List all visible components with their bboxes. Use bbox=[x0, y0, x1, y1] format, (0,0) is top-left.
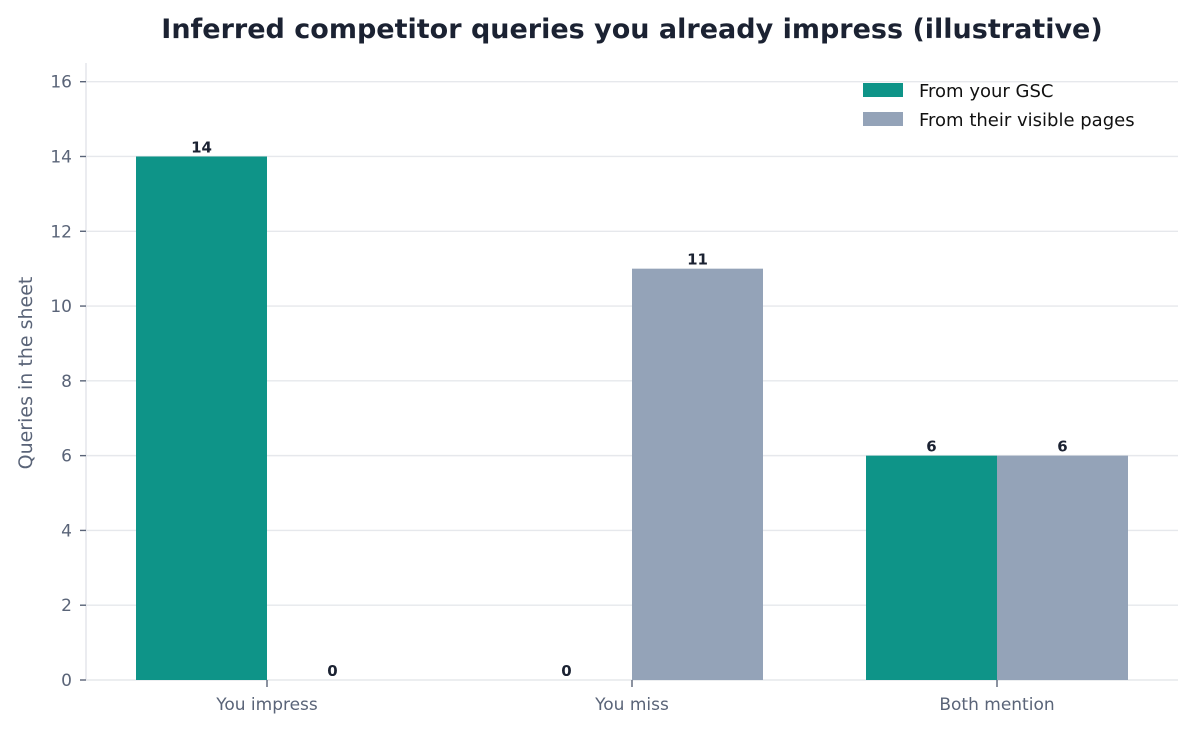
data-label-from-your-gsc-you-miss: 0 bbox=[561, 662, 571, 680]
x-tick-label-you-miss: You miss bbox=[594, 695, 669, 715]
chart-title: Inferred competitor queries you already … bbox=[161, 14, 1102, 45]
bar-from-your-gsc-both-mention bbox=[866, 455, 997, 680]
legend-swatch-from-your-gsc bbox=[863, 83, 903, 97]
bars bbox=[136, 156, 1128, 680]
data-label-from-your-gsc-both-mention: 6 bbox=[926, 438, 936, 456]
legend-label-from-their-visible-pages: From their visible pages bbox=[919, 110, 1135, 131]
y-tick-label: 14 bbox=[50, 147, 72, 167]
data-label-from-your-gsc-you-impress: 14 bbox=[191, 138, 212, 156]
data-label-from-their-visible-pages-both-mention: 6 bbox=[1057, 438, 1067, 456]
y-tick-label: 12 bbox=[50, 222, 72, 242]
y-tick-label: 4 bbox=[61, 521, 72, 541]
bar-from-your-gsc-you-impress bbox=[136, 156, 267, 680]
y-tick-label: 2 bbox=[61, 596, 72, 616]
legend-swatch-from-their-visible-pages bbox=[863, 112, 903, 126]
data-label-from-their-visible-pages-you-miss: 11 bbox=[687, 251, 708, 269]
bar-from-their-visible-pages-both-mention bbox=[997, 455, 1128, 680]
bar-from-their-visible-pages-you-miss bbox=[632, 268, 763, 680]
legend-label-from-your-gsc: From your GSC bbox=[919, 81, 1053, 102]
tick-labels: 0 2 4 6 8 10 12 14 16 You impress You miss Both men… bbox=[50, 73, 1054, 715]
y-tick-label: 0 bbox=[61, 671, 72, 691]
x-tick-label-you-impress: You impress bbox=[215, 695, 318, 715]
y-tick-label: 16 bbox=[50, 73, 72, 93]
y-tick-label: 6 bbox=[61, 447, 72, 467]
y-tick-label: 8 bbox=[61, 372, 72, 392]
x-tick-label-both-mention: Both mention bbox=[939, 695, 1054, 715]
data-labels: 14 0 0 11 6 6 bbox=[191, 138, 1068, 680]
data-label-from-their-visible-pages-you-impress: 0 bbox=[327, 662, 337, 680]
legend: From your GSC From their visible pages bbox=[863, 81, 1135, 131]
y-tick-label: 10 bbox=[50, 297, 72, 317]
y-axis-label: Queries in the sheet bbox=[15, 277, 37, 470]
